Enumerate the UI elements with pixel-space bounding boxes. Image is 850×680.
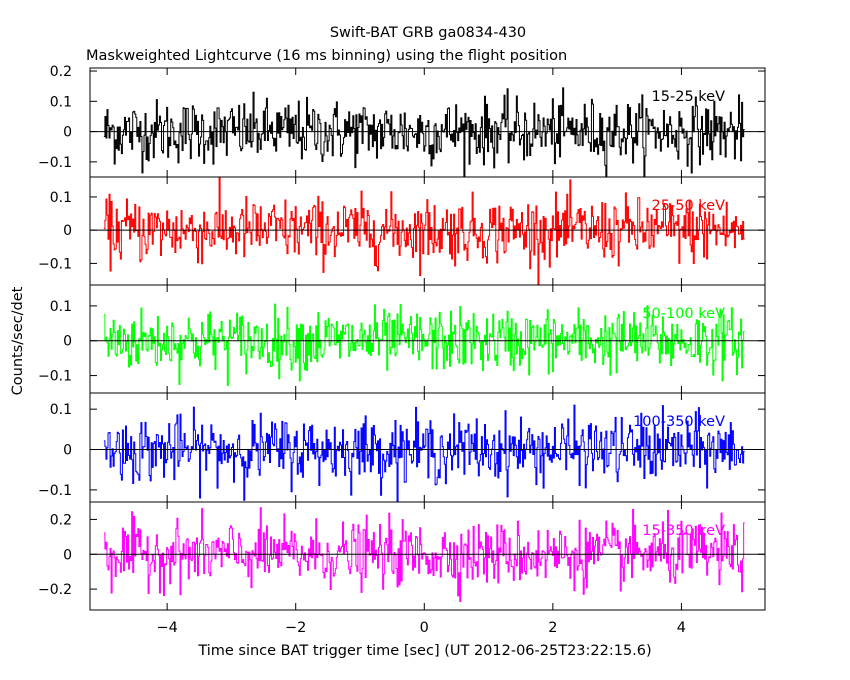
y-tick-label: 0.1 [50, 299, 72, 315]
y-tick-label: 0 [63, 547, 72, 563]
panel-4: −0.1 0 0.1 100-350 keV [38, 392, 766, 503]
chart-title: Swift-BAT GRB ga0834-430 [330, 25, 526, 41]
chart-subtitle: Maskweighted Lightcurve (16 ms binning) … [86, 48, 567, 64]
band-label-1: 15-25 keV [652, 89, 726, 105]
y-tick-label: 0.1 [50, 402, 72, 418]
series-line-1 [103, 87, 745, 177]
series-line-3 [103, 303, 745, 386]
y-tick-label: 0.1 [50, 190, 72, 206]
panel-5: −0.2 0 0.2 15-350 keV [38, 501, 766, 611]
x-tick-label: −4 [156, 620, 177, 636]
y-tick-label: −0.1 [38, 155, 72, 171]
x-tick-label: 2 [548, 620, 557, 636]
x-tick-label: 0 [420, 620, 429, 636]
x-tick-label: 4 [677, 620, 686, 636]
y-tick-label: 0 [63, 125, 72, 141]
x-axis-label: Time since BAT trigger time [sec] (UT 20… [197, 643, 651, 659]
y-axis-label: Counts/sec/det [10, 286, 26, 395]
y-tick-label: −0.1 [38, 369, 72, 385]
y-tick-label: 0.2 [50, 64, 72, 80]
series-line-5 [103, 507, 745, 602]
band-label-3: 50-100 keV [642, 306, 725, 322]
panel-frame [89, 501, 766, 611]
y-tick-label: 0 [63, 223, 72, 239]
x-axis: −4 −2 0 2 4 [156, 620, 686, 636]
panel-2: −0.1 0 0.1 25-50 keV [38, 176, 766, 286]
x-tick-label: −2 [285, 620, 306, 636]
y-tick-label: −0.1 [38, 483, 72, 499]
y-tick-label: 0.1 [50, 94, 72, 110]
panels: −0.100.10.215-25 keV−0.100.125-50 keV−0.… [38, 64, 766, 611]
panel-1: −0.1 0 0.1 0.2 15-25 keV [38, 64, 766, 178]
band-label-4: 100-350 keV [633, 414, 725, 430]
y-tick-label: 0 [63, 334, 72, 350]
y-tick-label: 0 [63, 443, 72, 459]
band-label-5: 15-350 keV [642, 523, 725, 539]
panel-3: −0.1 0 0.1 50-100 keV [38, 284, 766, 394]
series-line-2 [103, 177, 745, 285]
band-label-2: 25-50 keV [652, 198, 726, 214]
y-tick-label: 0.2 [50, 512, 72, 528]
y-tick-label: −0.2 [38, 582, 72, 598]
y-tick-label: −0.1 [38, 256, 72, 272]
